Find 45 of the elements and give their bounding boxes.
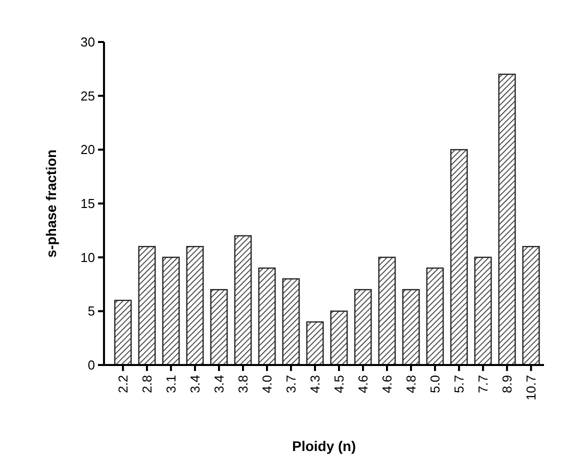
y-axis-title: s-phase fraction [43,149,59,258]
y-tick-label: 30 [80,34,95,50]
x-tick-label: 2.2 [116,375,131,394]
y-tick-label: 0 [88,358,95,373]
bar [234,235,252,366]
bar [162,256,180,366]
y-tick-label: 5 [88,304,95,319]
x-tick-label: 4.5 [332,375,347,394]
x-tick-label: 8.9 [500,375,515,394]
x-tick-label: 4.6 [356,375,371,394]
x-tick-label: 2.8 [140,375,155,394]
x-tick-label: 4.3 [308,375,323,394]
x-tick-label: 3.8 [236,375,251,394]
x-tick-label: 5.0 [428,375,443,394]
bar [426,268,444,366]
x-tick-label: 4.8 [404,375,419,394]
x-tick-label: 4.6 [380,375,395,394]
x-tick-label: 5.7 [452,375,467,394]
bar [498,74,516,366]
bar [282,278,300,366]
x-axis-title: Ploidy (n) [292,438,356,454]
x-tick-label: 3.7 [284,375,299,394]
x-tick-label: 10.7 [524,375,539,400]
x-tick-label: 3.1 [164,375,179,394]
bar [210,289,228,366]
x-tick-label: 3.4 [188,375,203,394]
bar [114,300,132,366]
x-tick-label: 4.0 [260,375,275,394]
bar [522,246,540,366]
bar [354,289,372,366]
bar [306,321,324,366]
bar [258,268,276,366]
x-tick-label: 3.4 [212,375,227,394]
y-tick-label: 20 [80,142,95,158]
bar [474,256,492,366]
bar [330,310,348,366]
bar [138,246,156,366]
bar [378,256,396,366]
y-tick-label: 25 [80,88,95,104]
y-tick-label: 15 [80,196,95,212]
bar [402,289,420,366]
y-tick-label: 10 [80,250,95,265]
bar [450,149,468,366]
bar [186,246,204,366]
x-tick-label: 7.7 [476,375,491,394]
